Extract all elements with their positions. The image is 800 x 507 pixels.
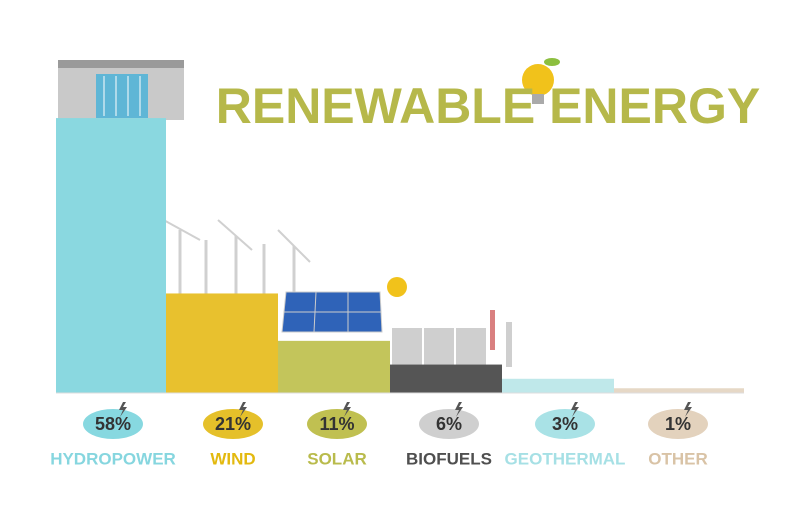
bolt-icon: [571, 402, 579, 417]
bar: [278, 340, 390, 393]
category-label: SOLAR: [307, 449, 367, 468]
value-pill: [419, 409, 479, 439]
value-pill: [648, 409, 708, 439]
bolt-icon: [455, 402, 463, 417]
bolt-icon: [239, 402, 247, 417]
category-label: GEOTHERMAL: [505, 449, 626, 468]
solar-panels: [281, 277, 407, 333]
bolt-icon: [684, 402, 692, 417]
value-label: 3%: [552, 414, 578, 434]
dam-illustration: [58, 60, 184, 120]
bolt-icon: [343, 402, 351, 417]
chart-title: RENEWABLE ENERGY: [216, 78, 761, 134]
bolt-icon: [119, 402, 127, 417]
value-pill: [83, 409, 143, 439]
value-pill: [203, 409, 263, 439]
value-label: 11%: [319, 414, 354, 434]
value-label: 21%: [215, 414, 251, 434]
bar: [614, 388, 744, 393]
category-label: WIND: [210, 449, 255, 468]
value-label: 6%: [436, 414, 462, 434]
bar: [390, 364, 502, 393]
bar: [502, 378, 614, 393]
biofuel-plant: [392, 310, 512, 367]
category-label: HYDROPOWER: [50, 449, 176, 468]
bar: [166, 293, 278, 393]
value-label: 58%: [95, 414, 131, 434]
category-label: OTHER: [648, 449, 708, 468]
value-label: 1%: [665, 414, 691, 434]
bar: [56, 118, 166, 393]
bulb-icon: [522, 58, 560, 104]
value-pill: [307, 409, 367, 439]
value-pill: [535, 409, 595, 439]
wind-turbines: [159, 217, 311, 296]
category-label: BIOFUELS: [406, 449, 492, 468]
